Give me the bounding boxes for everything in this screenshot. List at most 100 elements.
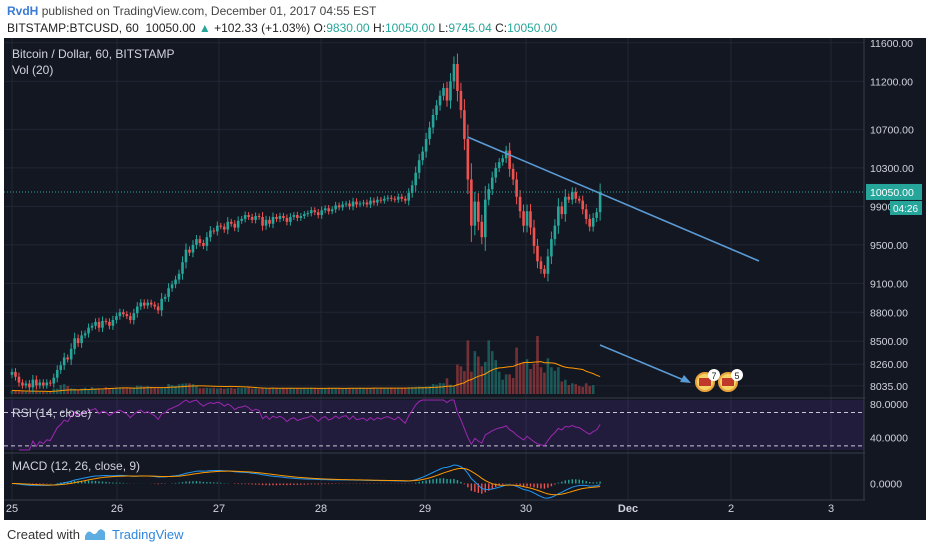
- volume-bar: [184, 383, 188, 394]
- volume-bar: [216, 388, 219, 394]
- volume-bar: [529, 369, 532, 394]
- candle-body: [153, 304, 156, 307]
- candle-body: [292, 215, 296, 217]
- candle-body: [163, 296, 167, 299]
- candle-body: [588, 218, 591, 227]
- candle-body: [222, 226, 226, 230]
- candle-body: [390, 197, 393, 199]
- volume-bar: [546, 358, 550, 394]
- volume-bar: [87, 389, 90, 394]
- symbol-label: BITSTAMP:BTCUSD, 60: [7, 21, 139, 35]
- candle-body: [574, 191, 578, 199]
- candle-body: [501, 158, 504, 163]
- candle-body: [480, 221, 484, 238]
- volume-bar: [233, 388, 237, 394]
- author-name[interactable]: RvdH: [7, 4, 39, 18]
- volume-bar: [104, 387, 108, 394]
- time-tick-label: 29: [419, 503, 431, 515]
- countdown-tag: [890, 200, 922, 215]
- price-tick-label: 9100.00: [870, 278, 908, 290]
- volume-bar: [160, 388, 163, 394]
- candle-body: [97, 321, 101, 328]
- volume-bar: [296, 388, 299, 394]
- volume-bar: [459, 366, 463, 394]
- volume-bar: [17, 390, 21, 394]
- candle-body: [355, 201, 358, 205]
- volume-bar: [407, 387, 411, 394]
- volume-bar: [62, 384, 66, 394]
- created-with-text: Created with: [7, 527, 80, 542]
- volume-bar: [386, 388, 390, 394]
- candle-body: [38, 382, 42, 386]
- countdown-label: 04:26: [893, 204, 918, 215]
- volume-bar: [229, 387, 233, 394]
- volume-bar: [309, 387, 313, 394]
- candle-body: [87, 327, 90, 334]
- candle-body: [581, 200, 585, 210]
- candle-body: [135, 306, 139, 314]
- candle-body: [316, 212, 320, 216]
- volume-bar: [42, 391, 45, 394]
- volume-bar: [268, 388, 271, 394]
- volume-bar: [28, 391, 31, 394]
- candle-body: [348, 203, 351, 207]
- volume-bar: [323, 388, 327, 394]
- candle-body: [494, 167, 498, 178]
- volume-bar: [365, 388, 369, 394]
- volume-pane-title: Vol (20): [12, 63, 53, 77]
- candle-body: [396, 196, 400, 200]
- candle-body: [177, 273, 181, 280]
- candle-body: [358, 203, 362, 205]
- candle-body: [240, 218, 243, 221]
- volume-ma: [11, 361, 601, 392]
- signal-line: [11, 467, 601, 496]
- candle-body: [560, 206, 564, 215]
- volume-bar: [219, 388, 223, 394]
- candle-body: [195, 239, 198, 245]
- volume-bar: [226, 388, 230, 394]
- volume-bar: [400, 388, 404, 394]
- volume-bar: [271, 387, 275, 394]
- price-tick-label: 10700.00: [870, 124, 914, 136]
- candle-body: [386, 197, 390, 199]
- volume-bar: [518, 362, 522, 394]
- rsi-pane-title: RSI (14, close): [12, 406, 91, 420]
- volume-bar: [306, 388, 310, 394]
- candle-body: [504, 150, 508, 159]
- candle-body: [219, 225, 223, 227]
- price-tick-label: 8800.00: [870, 307, 908, 319]
- badge-count: 5: [734, 371, 739, 381]
- chart-area[interactable]: 11600.00 11200.00 10700.00 10300.00 9900.00 9…: [4, 38, 926, 520]
- time-tick-label: 3: [828, 503, 834, 515]
- volume-bar: [410, 387, 414, 394]
- volume-bar: [118, 387, 122, 394]
- volume-bar: [142, 386, 146, 394]
- volume-bar: [31, 391, 35, 394]
- candle-body: [299, 216, 303, 218]
- candle-body: [132, 313, 136, 320]
- tradingview-link[interactable]: TradingView: [112, 527, 184, 542]
- volume-bar: [111, 388, 115, 394]
- price-axis-background: [865, 38, 926, 520]
- candle-body: [45, 382, 49, 386]
- candle-body: [483, 199, 487, 238]
- time-tick-label: 25: [6, 503, 18, 515]
- candles: [10, 53, 602, 393]
- drawings[interactable]: [4, 136, 864, 383]
- volume-bar: [129, 387, 132, 394]
- candle-body: [170, 284, 174, 289]
- volume-bar: [90, 387, 94, 394]
- candle-body: [10, 371, 14, 375]
- volume-bar: [473, 351, 477, 394]
- candle-body: [142, 302, 146, 306]
- candle-body: [532, 227, 536, 246]
- candle-body: [372, 200, 376, 203]
- volume-bar: [69, 388, 73, 394]
- candle-body: [42, 382, 45, 386]
- event-badges[interactable]: 7 5: [695, 369, 743, 392]
- volume-bar: [285, 388, 289, 394]
- pane-labels: Bitcoin / Dollar, 60, BITSTAMP Vol (20) …: [12, 47, 175, 473]
- candle-body: [104, 320, 108, 322]
- candlestick-chart[interactable]: 11600.0011200.0010700.0010300.009900.009…: [4, 38, 926, 520]
- volume-bar: [574, 384, 578, 394]
